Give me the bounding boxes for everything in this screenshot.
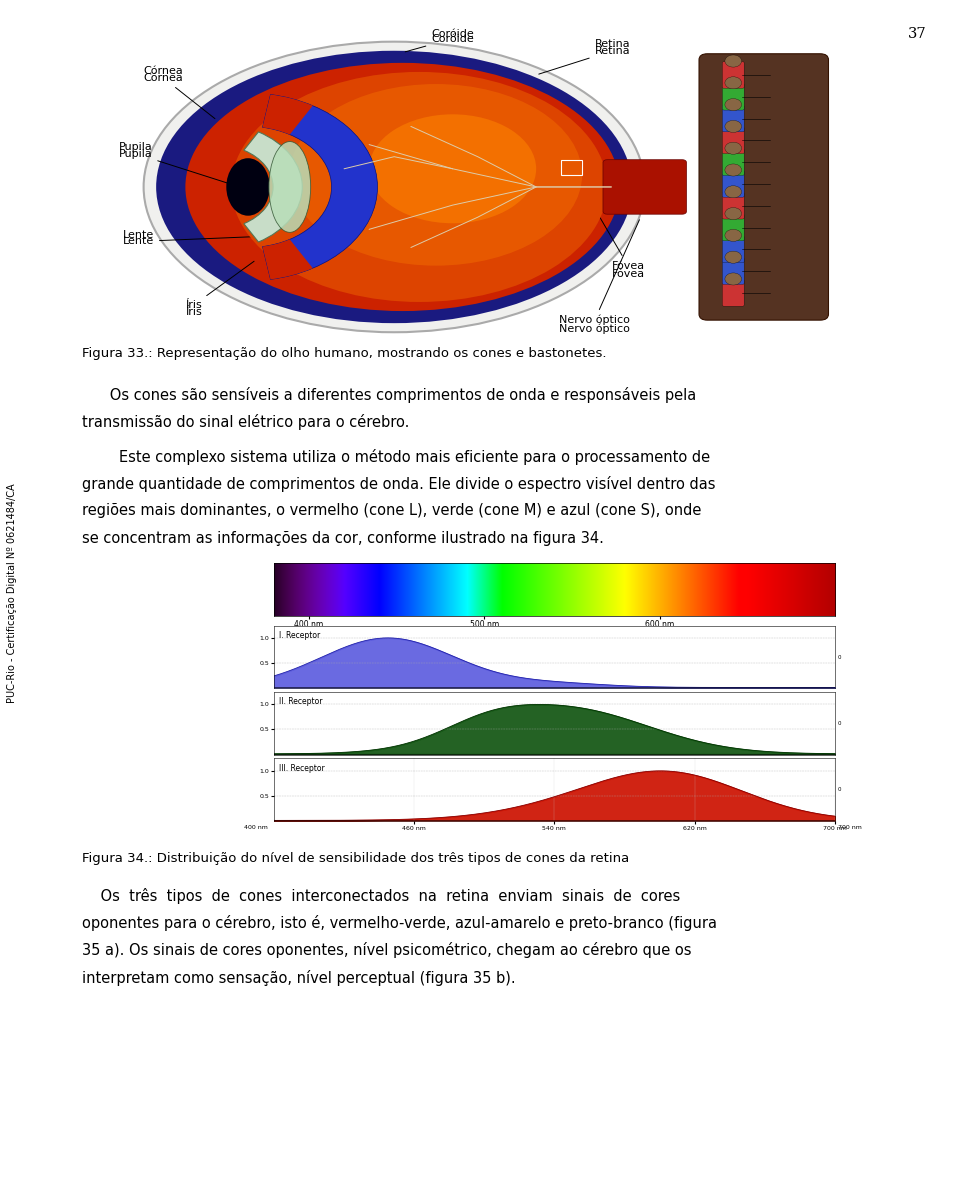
Circle shape — [725, 229, 742, 241]
Text: III. Receptor: III. Receptor — [279, 763, 325, 773]
Circle shape — [725, 208, 742, 220]
Circle shape — [725, 273, 742, 285]
Text: oponentes para o cérebro, isto é, vermelho-verde, azul-amarelo e preto-branco (f: oponentes para o cérebro, isto é, vermel… — [82, 915, 716, 931]
Circle shape — [725, 252, 742, 264]
Text: Lente: Lente — [123, 229, 154, 240]
FancyBboxPatch shape — [723, 62, 744, 88]
Text: regiões mais dominantes, o vermelho (cone L), verde (cone M) e azul (cone S), on: regiões mais dominantes, o vermelho (con… — [82, 503, 701, 519]
FancyBboxPatch shape — [723, 214, 744, 241]
Circle shape — [725, 77, 742, 89]
FancyBboxPatch shape — [723, 192, 744, 220]
Ellipse shape — [227, 158, 270, 216]
Circle shape — [725, 185, 742, 198]
Ellipse shape — [185, 63, 620, 311]
FancyBboxPatch shape — [699, 53, 828, 320]
Text: Pupila: Pupila — [119, 141, 153, 152]
Text: 0: 0 — [838, 787, 842, 793]
FancyBboxPatch shape — [723, 258, 744, 285]
Text: Íris: Íris — [185, 306, 203, 317]
Text: Os cones são sensíveis a diferentes comprimentos de onda e responsáveis pela: Os cones são sensíveis a diferentes comp… — [82, 387, 696, 402]
Circle shape — [725, 164, 742, 176]
Ellipse shape — [231, 72, 607, 301]
Text: se concentram as informações da cor, conforme ilustrado na figura 34.: se concentram as informações da cor, con… — [82, 531, 604, 546]
Text: Figura 33.: Representação do olho humano, mostrando os cones e bastonetes.: Figura 33.: Representação do olho humano… — [82, 347, 606, 360]
Text: transmissão do sinal elétrico para o cérebro.: transmissão do sinal elétrico para o cér… — [82, 414, 409, 430]
Text: interpretam como sensação, nível perceptual (figura 35 b).: interpretam como sensação, nível percept… — [82, 970, 516, 985]
FancyBboxPatch shape — [723, 171, 744, 197]
Text: Íris: Íris — [185, 261, 254, 310]
Text: 0: 0 — [838, 654, 842, 660]
Ellipse shape — [369, 114, 537, 223]
Wedge shape — [262, 240, 313, 279]
Ellipse shape — [144, 42, 645, 332]
Text: 0: 0 — [838, 721, 842, 726]
Text: Retina: Retina — [539, 46, 631, 74]
Text: LUZ: LUZ — [724, 134, 732, 151]
Text: 400 nm: 400 nm — [244, 825, 268, 830]
Text: Os  três  tipos  de  cones  interconectados  na  retina  enviam  sinais  de  cor: Os três tipos de cones interconectados n… — [82, 888, 680, 903]
Text: 37: 37 — [908, 27, 926, 42]
FancyBboxPatch shape — [723, 148, 744, 176]
Text: Coróide: Coróide — [431, 28, 474, 39]
Circle shape — [725, 120, 742, 133]
Text: grande quantidade de comprimentos de onda. Ele divide o espectro visível dentro : grande quantidade de comprimentos de ond… — [82, 476, 715, 491]
FancyBboxPatch shape — [603, 160, 686, 214]
Text: Fóvea: Fóvea — [579, 182, 644, 271]
Text: 35 a). Os sinais de cores oponentes, nível psicométrico, chegam ao cérebro que o: 35 a). Os sinais de cores oponentes, nív… — [82, 942, 691, 958]
Text: Lente: Lente — [123, 235, 283, 247]
FancyBboxPatch shape — [723, 127, 744, 153]
Text: Pupila: Pupila — [119, 148, 237, 186]
Text: Nervo óptico: Nervo óptico — [559, 323, 630, 334]
Text: Córnea: Córnea — [144, 66, 183, 76]
FancyBboxPatch shape — [723, 83, 744, 110]
FancyBboxPatch shape — [723, 106, 744, 132]
Wedge shape — [262, 95, 377, 279]
Circle shape — [725, 55, 742, 68]
FancyBboxPatch shape — [723, 236, 744, 262]
Text: Coróide: Coróide — [405, 33, 474, 52]
Text: 700 nm: 700 nm — [838, 825, 862, 830]
Circle shape — [725, 142, 742, 154]
Text: Este complexo sistema utiliza o método mais eficiente para o processamento de: Este complexo sistema utiliza o método m… — [82, 449, 709, 464]
Text: Fóvea: Fóvea — [612, 268, 644, 279]
Ellipse shape — [269, 141, 311, 233]
Wedge shape — [262, 95, 313, 134]
Ellipse shape — [290, 84, 582, 266]
Text: I. Receptor: I. Receptor — [279, 630, 321, 640]
Ellipse shape — [156, 51, 633, 323]
Circle shape — [725, 99, 742, 110]
Text: Retina: Retina — [594, 39, 631, 49]
Wedge shape — [244, 132, 302, 242]
FancyBboxPatch shape — [723, 280, 744, 306]
Text: Nervo óptico: Nervo óptico — [559, 220, 639, 325]
Text: Córnea: Córnea — [144, 72, 215, 119]
Text: II. Receptor: II. Receptor — [279, 697, 323, 706]
Text: Figura 34.: Distribuição do nível de sensibilidade dos três tipos de cones da re: Figura 34.: Distribuição do nível de sen… — [82, 852, 629, 865]
Text: PUC-Rio - Certificação Digital Nº 0621484/CA: PUC-Rio - Certificação Digital Nº 062148… — [8, 483, 17, 704]
